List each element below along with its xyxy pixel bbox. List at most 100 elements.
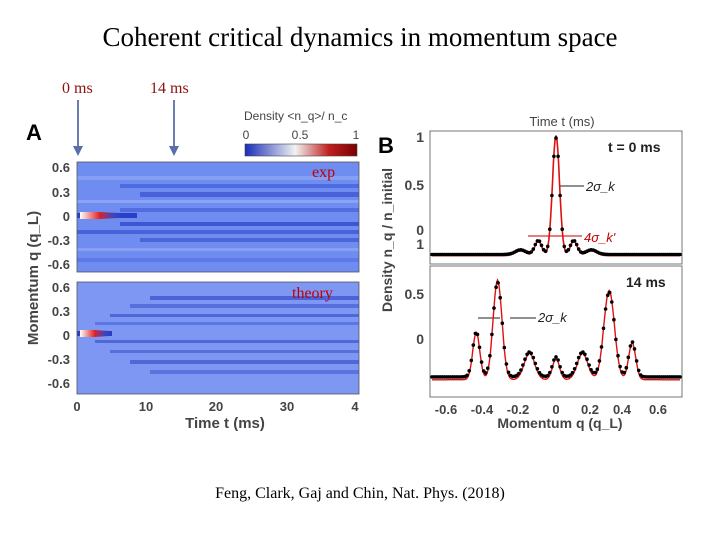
- data-point: [574, 361, 579, 366]
- data-point: [486, 366, 490, 371]
- label-theory: theory: [292, 285, 333, 302]
- data-point: [560, 227, 564, 231]
- data-point: [599, 345, 604, 349]
- data-point: [587, 363, 591, 367]
- data-point: [574, 242, 579, 247]
- panel-b-top-frame: [429, 130, 683, 265]
- data-point: [558, 193, 562, 198]
- panel-b-top-annot-arrows: [528, 185, 584, 237]
- data-point: [576, 247, 581, 251]
- panel-b-top-annot-1: 2σ_k: [585, 179, 616, 194]
- data-point: [475, 332, 480, 337]
- theory-ytick: 0: [63, 328, 70, 343]
- data-point: [467, 369, 472, 373]
- panel-b-top-annot-2: 4σ_k': [584, 230, 616, 245]
- data-point: [626, 355, 631, 360]
- exp-ytick: -0.6: [48, 257, 70, 272]
- heatmap-exp: [76, 161, 360, 273]
- data-point: [531, 247, 536, 251]
- data-point: [632, 347, 637, 351]
- theory-ytick: 0.6: [52, 280, 70, 295]
- heatmap-theory: [76, 281, 360, 395]
- data-point: [595, 367, 600, 372]
- data-point: [506, 370, 511, 375]
- data-point: [597, 359, 602, 363]
- data-point: [601, 326, 606, 331]
- data-point: [498, 295, 503, 300]
- data-point: [488, 353, 492, 358]
- data-point: [562, 244, 567, 249]
- data-point: [554, 355, 558, 359]
- panel-a-xtick: 20: [209, 399, 223, 414]
- exp-ytick: 0: [63, 209, 70, 224]
- panel-b-top-ytick: 0: [416, 222, 424, 238]
- panel-b-top-ytick: 1: [416, 129, 424, 145]
- data-point: [624, 365, 629, 370]
- data-point: [523, 357, 527, 362]
- panel-b-bottom-frame: [429, 265, 683, 398]
- data-point: [622, 370, 626, 375]
- panel-b-top-plot: [430, 135, 682, 257]
- panel-b-xtick: -0.2: [507, 402, 529, 417]
- data-point: [477, 345, 482, 350]
- data-point: [572, 239, 577, 243]
- panel-a-label: A: [26, 120, 42, 145]
- panel-b-top-axis-label: Time t (ms): [529, 114, 594, 129]
- data-point: [558, 365, 562, 369]
- data-point: [533, 361, 538, 366]
- panel-b-ylabel: Density n_q / n_initial: [379, 168, 395, 312]
- data-point: [628, 344, 633, 348]
- data-point: [589, 368, 593, 372]
- data-point: [521, 363, 525, 367]
- theory-ytick: 0.3: [52, 304, 70, 319]
- data-point: [548, 227, 552, 231]
- data-point: [585, 357, 589, 362]
- data-point: [548, 370, 552, 375]
- data-point: [556, 154, 560, 159]
- data-point: [630, 340, 635, 344]
- data-point: [479, 360, 484, 364]
- panel-b-xtick: -0.6: [435, 402, 457, 417]
- data-point: [556, 358, 560, 362]
- data-point: [535, 367, 540, 371]
- theory-yticks: 0.6 0.3 0 -0.3 -0.6: [48, 280, 70, 391]
- panel-b-xticks: -0.6 -0.4 -0.2 0 0.2 0.4 0.6: [435, 402, 667, 417]
- panel-b-xtick: 0: [552, 402, 559, 417]
- theory-ytick: -0.3: [48, 352, 70, 367]
- data-point: [572, 367, 577, 371]
- panel-b-top-ytick: 0.5: [405, 177, 425, 193]
- data-point: [531, 355, 536, 360]
- data-point: [612, 317, 616, 322]
- time-arrows: [73, 100, 179, 156]
- panel-b-bottom-ytick: 0: [416, 331, 424, 347]
- data-point: [636, 368, 641, 373]
- panel-b-label: B: [378, 133, 394, 158]
- colorbar: [244, 143, 358, 157]
- data-point: [560, 370, 564, 375]
- data-point: [539, 243, 544, 248]
- data-point: [618, 364, 622, 369]
- data-point: [552, 154, 556, 159]
- data-point: [678, 252, 682, 257]
- exp-ytick: 0.3: [52, 185, 70, 200]
- data-point: [483, 371, 488, 375]
- data-point: [490, 332, 494, 337]
- data-point: [519, 368, 523, 372]
- data-point: [537, 239, 542, 243]
- arrow-14ms-head: [169, 146, 179, 156]
- panel-b-bottom-ytick: 1: [416, 236, 424, 252]
- panel-b-bottom-plot: [430, 278, 682, 381]
- data-point: [610, 300, 614, 304]
- panel-b-xtick: 0.6: [649, 402, 667, 417]
- colorbar-tick-2: 1: [353, 128, 360, 142]
- panel-b-xtick: 0.4: [613, 402, 632, 417]
- data-point: [593, 370, 598, 375]
- data-point: [529, 250, 533, 254]
- arrow-label-0ms: 0 ms: [62, 80, 93, 97]
- panel-a-xtick: 0: [73, 399, 80, 414]
- slide-title: Coherent critical dynamics in momentum s…: [102, 22, 618, 52]
- data-point: [529, 351, 533, 356]
- data-point: [566, 247, 571, 252]
- panel-b-xtick: 0.2: [581, 402, 599, 417]
